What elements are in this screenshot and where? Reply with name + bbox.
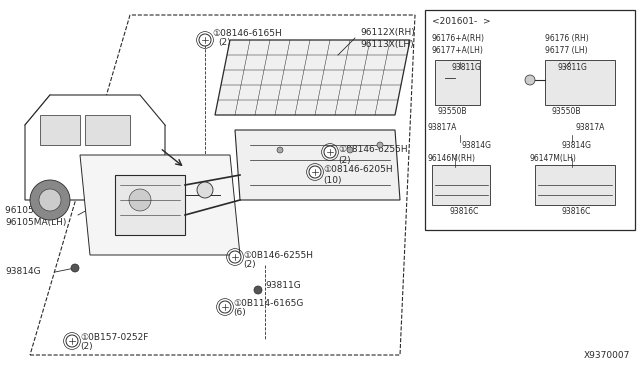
Text: 93816C: 93816C bbox=[562, 208, 591, 217]
Polygon shape bbox=[432, 165, 490, 205]
Text: ①0B157-0252F: ①0B157-0252F bbox=[80, 333, 148, 341]
Text: 96146M(RH): 96146M(RH) bbox=[428, 154, 476, 163]
Circle shape bbox=[309, 166, 321, 178]
Text: ①08146-6205H: ①08146-6205H bbox=[323, 166, 392, 174]
Circle shape bbox=[120, 180, 160, 220]
Text: (2): (2) bbox=[243, 260, 255, 269]
Circle shape bbox=[377, 142, 383, 148]
Circle shape bbox=[441, 109, 449, 117]
Text: (2): (2) bbox=[218, 38, 230, 48]
Text: ①0B114-6165G: ①0B114-6165G bbox=[233, 298, 303, 308]
Circle shape bbox=[525, 75, 535, 85]
Polygon shape bbox=[535, 165, 615, 205]
Polygon shape bbox=[40, 115, 80, 145]
Text: 96176 (RH): 96176 (RH) bbox=[545, 33, 589, 42]
Text: 93550B: 93550B bbox=[552, 108, 582, 116]
Text: 93811G: 93811G bbox=[265, 280, 301, 289]
Text: X9370007: X9370007 bbox=[584, 351, 630, 360]
Circle shape bbox=[568, 152, 576, 160]
Text: 96113X(LH): 96113X(LH) bbox=[360, 39, 413, 48]
Polygon shape bbox=[85, 115, 130, 145]
Bar bbox=[425, 10, 635, 230]
Circle shape bbox=[254, 286, 262, 294]
Text: <201601-  >: <201601- > bbox=[432, 17, 491, 26]
Text: 93550B: 93550B bbox=[437, 108, 467, 116]
Text: (2): (2) bbox=[80, 343, 93, 352]
Circle shape bbox=[199, 34, 211, 46]
Polygon shape bbox=[545, 60, 615, 105]
Circle shape bbox=[129, 189, 151, 211]
Text: (10): (10) bbox=[323, 176, 342, 185]
Text: 96112X(RH): 96112X(RH) bbox=[360, 28, 415, 36]
Circle shape bbox=[219, 301, 231, 313]
Circle shape bbox=[566, 109, 574, 117]
Text: ①0B146-6255H: ①0B146-6255H bbox=[243, 250, 313, 260]
Circle shape bbox=[324, 146, 336, 158]
Polygon shape bbox=[215, 40, 410, 115]
Text: 96105M (RH): 96105M (RH) bbox=[5, 205, 65, 215]
Circle shape bbox=[66, 335, 78, 347]
Polygon shape bbox=[80, 155, 240, 255]
Circle shape bbox=[229, 251, 241, 263]
Circle shape bbox=[458, 206, 466, 214]
Text: 96177+A(LH): 96177+A(LH) bbox=[432, 45, 484, 55]
Text: (2): (2) bbox=[338, 155, 351, 164]
Polygon shape bbox=[435, 60, 480, 105]
Text: 96176+A(RH): 96176+A(RH) bbox=[432, 33, 485, 42]
Circle shape bbox=[30, 180, 70, 220]
Text: 93817A: 93817A bbox=[575, 122, 604, 131]
Text: ①08146-6255H: ①08146-6255H bbox=[338, 145, 408, 154]
Polygon shape bbox=[25, 95, 165, 200]
Circle shape bbox=[197, 182, 213, 198]
Circle shape bbox=[71, 264, 79, 272]
Polygon shape bbox=[235, 130, 400, 200]
Circle shape bbox=[39, 189, 61, 211]
Text: 93811G: 93811G bbox=[452, 62, 482, 71]
Text: 96177 (LH): 96177 (LH) bbox=[545, 45, 588, 55]
Text: 93814G: 93814G bbox=[462, 141, 492, 150]
Text: 93814G: 93814G bbox=[5, 267, 40, 276]
Text: 93814G: 93814G bbox=[562, 141, 592, 150]
Text: (6): (6) bbox=[233, 308, 246, 317]
Text: 96147M(LH): 96147M(LH) bbox=[530, 154, 577, 163]
Text: 93817A: 93817A bbox=[428, 122, 458, 131]
Text: 96105MA(LH): 96105MA(LH) bbox=[5, 218, 67, 227]
Text: ①08146-6165H: ①08146-6165H bbox=[212, 29, 282, 38]
Text: 93811G: 93811G bbox=[558, 62, 588, 71]
Polygon shape bbox=[115, 175, 185, 235]
Text: 93816C: 93816C bbox=[450, 208, 479, 217]
Circle shape bbox=[347, 147, 353, 153]
Circle shape bbox=[277, 147, 283, 153]
